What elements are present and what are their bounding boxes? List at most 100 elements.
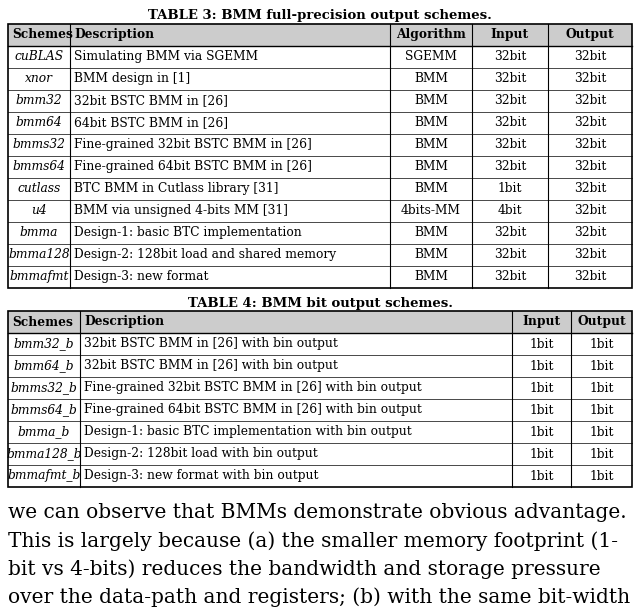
Text: Design-1: basic BTC implementation: Design-1: basic BTC implementation: [74, 226, 301, 239]
Text: 32bit: 32bit: [494, 248, 526, 261]
Text: 32bit: 32bit: [574, 204, 606, 217]
Text: bmm32: bmm32: [16, 94, 62, 107]
Text: bmms32: bmms32: [13, 138, 65, 151]
Text: 32bit: 32bit: [574, 50, 606, 63]
Text: Fine-grained 64bit BSTC BMM in [26]: Fine-grained 64bit BSTC BMM in [26]: [74, 160, 312, 173]
Text: Description: Description: [84, 316, 164, 328]
Text: 32bit BSTC BMM in [26] with bin output: 32bit BSTC BMM in [26] with bin output: [84, 359, 338, 373]
Text: BMM: BMM: [414, 270, 448, 283]
Text: 64bit BSTC BMM in [26]: 64bit BSTC BMM in [26]: [74, 116, 228, 129]
Text: Fine-grained 64bit BSTC BMM in [26] with bin output: Fine-grained 64bit BSTC BMM in [26] with…: [84, 404, 422, 416]
Text: 1bit: 1bit: [529, 447, 554, 460]
Text: 1bit: 1bit: [529, 337, 554, 350]
Text: Output: Output: [566, 28, 614, 41]
Text: 32bit BSTC BMM in [26]: 32bit BSTC BMM in [26]: [74, 94, 228, 107]
Text: 32bit: 32bit: [494, 50, 526, 63]
Text: cuBLAS: cuBLAS: [15, 50, 63, 63]
Text: BMM: BMM: [414, 116, 448, 129]
Text: 32bit: 32bit: [574, 182, 606, 195]
Text: 32bit: 32bit: [494, 270, 526, 283]
Text: bmma128: bmma128: [8, 248, 70, 261]
Text: Output: Output: [577, 316, 626, 328]
Text: Schemes: Schemes: [12, 28, 73, 41]
Text: 1bit: 1bit: [589, 404, 614, 416]
Text: SGEMM: SGEMM: [405, 50, 457, 63]
Text: 1bit: 1bit: [529, 404, 554, 416]
Text: 32bit: 32bit: [494, 94, 526, 107]
Text: Input: Input: [491, 28, 529, 41]
Text: 1bit: 1bit: [498, 182, 522, 195]
Text: 32bit BSTC BMM in [26] with bin output: 32bit BSTC BMM in [26] with bin output: [84, 337, 338, 350]
Text: 32bit: 32bit: [574, 94, 606, 107]
Text: 32bit: 32bit: [494, 138, 526, 151]
Text: bmmafmt: bmmafmt: [10, 270, 68, 283]
Text: 32bit: 32bit: [574, 138, 606, 151]
Text: 1bit: 1bit: [529, 359, 554, 373]
Text: bmms32_b: bmms32_b: [11, 381, 77, 395]
Text: xnor: xnor: [25, 72, 53, 85]
Text: 1bit: 1bit: [589, 426, 614, 438]
Text: bmm64: bmm64: [16, 116, 62, 129]
Text: Simulating BMM via SGEMM: Simulating BMM via SGEMM: [74, 50, 258, 63]
Text: 32bit: 32bit: [574, 226, 606, 239]
Text: bmmafmt_b: bmmafmt_b: [7, 469, 81, 483]
Text: Design-1: basic BTC implementation with bin output: Design-1: basic BTC implementation with …: [84, 426, 412, 438]
Text: Design-3: new format with bin output: Design-3: new format with bin output: [84, 469, 319, 483]
Text: 32bit: 32bit: [494, 226, 526, 239]
Text: BMM: BMM: [414, 226, 448, 239]
Text: bmma128_b: bmma128_b: [6, 447, 82, 460]
Text: bmm64_b: bmm64_b: [13, 359, 74, 373]
Text: bmm32_b: bmm32_b: [13, 337, 74, 350]
Text: BMM design in [1]: BMM design in [1]: [74, 72, 190, 85]
Text: Design-2: 128bit load with bin output: Design-2: 128bit load with bin output: [84, 447, 317, 460]
Text: 1bit: 1bit: [529, 426, 554, 438]
Text: Algorithm: Algorithm: [396, 28, 466, 41]
Text: TABLE 4: BMM bit output schemes.: TABLE 4: BMM bit output schemes.: [188, 297, 452, 309]
Bar: [8, 311, 632, 487]
Text: 1bit: 1bit: [589, 337, 614, 350]
Text: over the data-path and registers; (b) with the same bit-width: over the data-path and registers; (b) wi…: [8, 587, 630, 607]
Text: we can observe that BMMs demonstrate obvious advantage.: we can observe that BMMs demonstrate obv…: [8, 503, 627, 522]
Bar: [8, 311, 632, 333]
Text: 1bit: 1bit: [529, 469, 554, 483]
Text: bmms64_b: bmms64_b: [11, 404, 77, 416]
Text: 32bit: 32bit: [574, 116, 606, 129]
Text: BMM: BMM: [414, 248, 448, 261]
Text: BTC BMM in Cutlass library [31]: BTC BMM in Cutlass library [31]: [74, 182, 278, 195]
Text: TABLE 3: BMM full-precision output schemes.: TABLE 3: BMM full-precision output schem…: [148, 9, 492, 22]
Text: BMM: BMM: [414, 94, 448, 107]
Text: BMM: BMM: [414, 182, 448, 195]
Text: 32bit: 32bit: [574, 160, 606, 173]
Text: Design-2: 128bit load and shared memory: Design-2: 128bit load and shared memory: [74, 248, 336, 261]
Text: 4bit: 4bit: [498, 204, 522, 217]
Text: 1bit: 1bit: [529, 381, 554, 395]
Text: 32bit: 32bit: [494, 72, 526, 85]
Bar: [8, 24, 632, 288]
Text: Design-3: new format: Design-3: new format: [74, 270, 209, 283]
Text: 32bit: 32bit: [494, 116, 526, 129]
Text: BMM via unsigned 4-bits MM [31]: BMM via unsigned 4-bits MM [31]: [74, 204, 288, 217]
Text: Schemes: Schemes: [12, 316, 73, 328]
Text: 32bit: 32bit: [574, 248, 606, 261]
Text: 1bit: 1bit: [589, 469, 614, 483]
Text: 1bit: 1bit: [589, 381, 614, 395]
Bar: [8, 24, 632, 46]
Text: BMM: BMM: [414, 72, 448, 85]
Text: 4bits-MM: 4bits-MM: [401, 204, 461, 217]
Text: 1bit: 1bit: [589, 359, 614, 373]
Text: bit vs 4-bits) reduces the bandwidth and storage pressure: bit vs 4-bits) reduces the bandwidth and…: [8, 559, 600, 579]
Text: u4: u4: [31, 204, 47, 217]
Text: 32bit: 32bit: [574, 72, 606, 85]
Text: 32bit: 32bit: [494, 160, 526, 173]
Text: Fine-grained 32bit BSTC BMM in [26]: Fine-grained 32bit BSTC BMM in [26]: [74, 138, 312, 151]
Text: BMM: BMM: [414, 138, 448, 151]
Text: 32bit: 32bit: [574, 270, 606, 283]
Text: bmma_b: bmma_b: [18, 426, 70, 438]
Text: bmms64: bmms64: [13, 160, 65, 173]
Text: bmma: bmma: [20, 226, 58, 239]
Text: This is largely because (a) the smaller memory footprint (1-: This is largely because (a) the smaller …: [8, 531, 618, 551]
Text: Fine-grained 32bit BSTC BMM in [26] with bin output: Fine-grained 32bit BSTC BMM in [26] with…: [84, 381, 422, 395]
Text: BMM: BMM: [414, 160, 448, 173]
Text: Input: Input: [522, 316, 561, 328]
Text: cutlass: cutlass: [17, 182, 61, 195]
